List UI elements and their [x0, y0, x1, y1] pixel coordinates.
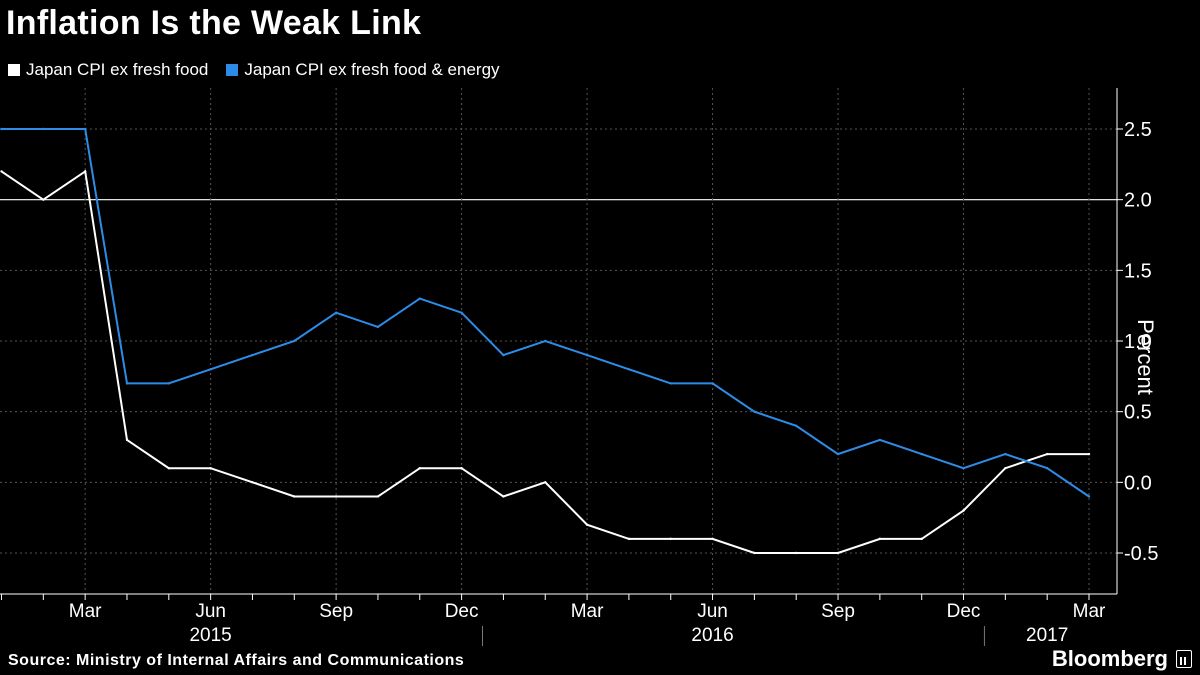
data-point-core	[920, 537, 923, 541]
data-point-core	[83, 170, 87, 173]
data-point-core	[125, 438, 129, 442]
x-tick-label: Jun	[195, 601, 226, 622]
data-point-core-core	[42, 127, 45, 131]
legend: Japan CPI ex fresh food Japan CPI ex fre…	[8, 60, 500, 80]
data-point-core-core	[1045, 467, 1049, 470]
data-point-core-core	[753, 410, 756, 413]
data-point-core	[0, 170, 3, 173]
data-point-core-core	[878, 438, 882, 442]
data-point-core	[585, 523, 589, 526]
data-point-core	[753, 551, 756, 555]
x-tick-label: Mar	[69, 601, 102, 622]
data-point-core-core	[836, 452, 840, 456]
data-point-core	[962, 509, 965, 512]
legend-label-core-core: Japan CPI ex fresh food & energy	[244, 60, 500, 79]
x-tick-label: Sep	[319, 601, 353, 622]
data-point-core-core	[627, 368, 631, 371]
data-point-core-core	[0, 127, 3, 131]
x-tick-label: Sep	[821, 601, 855, 622]
data-point-core-core	[167, 382, 171, 385]
legend-swatch-core-core	[226, 64, 239, 76]
data-point-core	[1045, 452, 1049, 456]
data-point-core	[669, 537, 672, 541]
y-axis-title: Percent	[1133, 319, 1158, 395]
data-point-core	[795, 551, 798, 555]
x-tick-label: Dec	[445, 601, 479, 622]
bar-chart-icon	[1176, 650, 1192, 668]
legend-item-core-core: Japan CPI ex fresh food & energy	[226, 60, 500, 80]
y-tick-label: 2.5	[1124, 119, 1152, 141]
brand-name: Bloomberg	[1051, 646, 1168, 671]
bloomberg-logo: Bloomberg	[1052, 646, 1192, 672]
series-line-cpi-ex-fresh-food	[0, 169, 1089, 554]
data-point-core-core	[669, 382, 672, 385]
data-point-core-core	[125, 382, 129, 385]
data-point-core-core	[376, 325, 380, 329]
year-label: 2015	[189, 625, 231, 646]
y-tick-label: -0.5	[1124, 543, 1158, 565]
data-point-core	[251, 481, 254, 484]
series-line-cpi-ex-fresh-food-energy	[1, 128, 1090, 498]
data-point-core-core	[795, 424, 798, 427]
x-tick-label: Mar	[1073, 601, 1106, 622]
y-tick-label: 1.0	[1124, 331, 1152, 353]
data-point-core-core	[334, 311, 338, 314]
source-note: Source: Ministry of Internal Affairs and…	[8, 652, 465, 669]
data-point-core-core	[711, 382, 714, 385]
data-point-core-core	[962, 467, 965, 470]
y-tick-label: 0.5	[1124, 402, 1152, 424]
data-point-core-core	[920, 452, 923, 456]
year-label: 2017	[1026, 625, 1068, 646]
data-point-core	[878, 537, 882, 541]
data-point-core-core	[293, 339, 296, 343]
legend-swatch-core	[8, 64, 20, 76]
data-point-core-core	[251, 353, 254, 357]
data-point-core-core	[83, 127, 87, 131]
data-point-core-core	[1087, 495, 1091, 498]
data-point-core-core	[544, 339, 547, 343]
data-point-core-core	[460, 311, 463, 314]
data-point-core	[460, 467, 463, 470]
data-point-core-core	[502, 353, 505, 357]
data-point-core	[502, 495, 505, 498]
data-point-core-core	[209, 368, 212, 371]
data-point-core-core	[418, 297, 421, 300]
y-tick-label: 1.5	[1124, 260, 1152, 282]
data-point-core-core	[585, 353, 589, 357]
chart-title: Inflation Is the Weak Link	[6, 4, 422, 42]
legend-item-core: Japan CPI ex fresh food	[8, 60, 208, 80]
year-label: 2016	[691, 625, 733, 646]
data-point-core	[167, 467, 171, 470]
data-point-core	[711, 537, 714, 541]
data-point-core	[418, 467, 421, 470]
data-point-core	[293, 495, 296, 498]
data-point-core	[209, 467, 212, 470]
data-point-core-core	[1004, 452, 1007, 456]
data-point-core	[836, 551, 840, 555]
x-tick-label: Dec	[947, 601, 981, 622]
data-point-core	[376, 495, 380, 498]
data-point-core	[627, 537, 631, 541]
data-point-core	[334, 495, 338, 498]
x-tick-label: Jun	[697, 601, 728, 622]
y-tick-label: 2.0	[1124, 190, 1152, 212]
legend-label-core: Japan CPI ex fresh food	[26, 60, 209, 79]
data-point-core	[1087, 452, 1091, 456]
data-point-core	[1004, 467, 1007, 470]
data-point-core	[544, 481, 547, 484]
data-point-core	[42, 198, 45, 201]
y-tick-label: 0.0	[1124, 472, 1152, 494]
x-tick-label: Mar	[571, 601, 604, 622]
